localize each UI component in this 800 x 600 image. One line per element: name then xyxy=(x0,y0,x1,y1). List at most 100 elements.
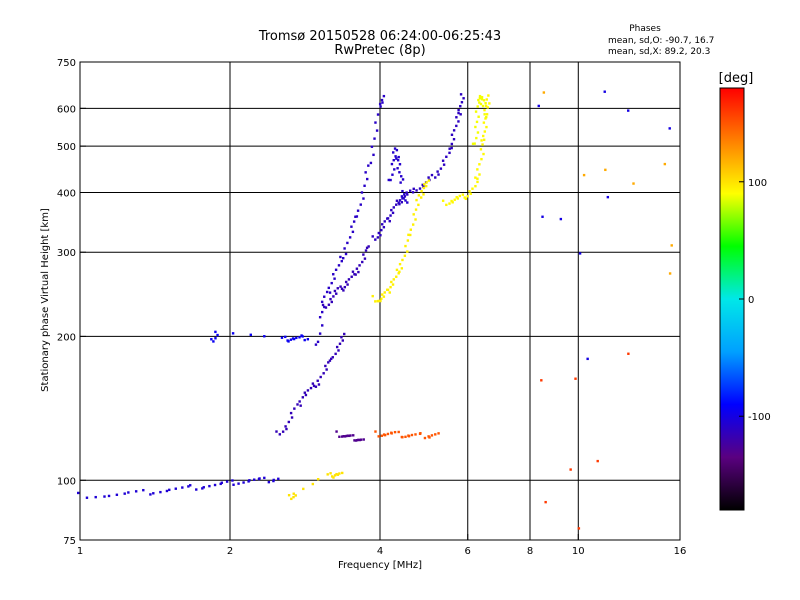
data-point xyxy=(430,173,434,177)
data-point xyxy=(338,342,342,345)
data-point xyxy=(400,201,404,204)
data-point xyxy=(299,404,302,407)
data-point xyxy=(267,480,271,484)
data-point xyxy=(382,226,386,229)
data-point xyxy=(327,303,331,306)
data-point xyxy=(115,493,119,496)
data-point xyxy=(321,310,324,314)
data-point xyxy=(339,285,342,288)
data-point xyxy=(448,147,451,150)
data-point xyxy=(396,167,399,170)
data-point xyxy=(398,202,401,206)
data-point xyxy=(360,191,364,194)
phase-stats-heading: Phases xyxy=(629,24,661,34)
data-point xyxy=(462,97,465,100)
data-point xyxy=(381,101,384,104)
data-point xyxy=(318,316,322,319)
data-point xyxy=(417,203,420,207)
data-point xyxy=(330,281,333,285)
data-point xyxy=(237,482,240,485)
data-point xyxy=(420,189,423,193)
data-point xyxy=(395,157,398,160)
data-point xyxy=(412,213,415,216)
data-point xyxy=(380,228,383,232)
data-point xyxy=(127,491,130,494)
data-point xyxy=(453,198,456,201)
data-point xyxy=(401,178,405,181)
data-point xyxy=(457,120,460,123)
data-point xyxy=(397,430,400,434)
data-point xyxy=(474,184,477,188)
data-point xyxy=(329,472,332,475)
data-point xyxy=(355,267,359,270)
data-point xyxy=(473,142,476,145)
data-point xyxy=(412,187,415,191)
data-point xyxy=(85,496,89,499)
data-point xyxy=(439,167,443,170)
data-point xyxy=(159,490,162,494)
data-point xyxy=(357,270,360,274)
data-point xyxy=(331,356,334,359)
data-point xyxy=(393,430,397,434)
data-point xyxy=(482,152,485,156)
data-point xyxy=(300,334,303,337)
data-point xyxy=(482,121,486,124)
data-point xyxy=(422,185,425,188)
data-point xyxy=(390,431,393,434)
data-point xyxy=(302,487,305,491)
data-point xyxy=(350,275,353,278)
data-point xyxy=(374,430,377,433)
colorbar-tick-label: -100 xyxy=(748,412,771,423)
data-point xyxy=(332,476,335,479)
data-point xyxy=(258,477,261,480)
data-point xyxy=(281,430,285,433)
data-point xyxy=(231,479,234,482)
data-point xyxy=(477,98,480,102)
data-point xyxy=(357,438,360,442)
data-point xyxy=(354,215,357,218)
data-point xyxy=(427,179,431,182)
data-point xyxy=(314,343,318,346)
data-point xyxy=(475,120,479,124)
data-point xyxy=(362,253,365,256)
data-point xyxy=(343,332,346,336)
data-point xyxy=(627,352,630,355)
data-point xyxy=(298,336,301,339)
data-point xyxy=(149,493,152,496)
data-point xyxy=(480,98,484,101)
data-point xyxy=(165,489,169,493)
data-point xyxy=(395,275,398,278)
data-point xyxy=(356,209,360,212)
plot-area: 1 2 4 6 8 10 16 75 100 200 300 400 500 600 750 xyxy=(57,58,686,557)
data-point xyxy=(294,494,297,497)
data-point xyxy=(419,196,423,199)
data-point xyxy=(427,176,430,179)
data-point xyxy=(436,170,439,173)
data-point xyxy=(389,214,392,217)
data-point xyxy=(458,194,462,198)
data-point xyxy=(456,197,460,200)
chart-subtitle: RwPretec (8p) xyxy=(334,43,425,58)
data-point xyxy=(386,288,390,292)
data-point xyxy=(232,483,235,486)
data-point xyxy=(392,278,395,281)
data-point xyxy=(371,235,374,238)
data-point xyxy=(372,153,375,157)
data-point xyxy=(377,231,380,235)
data-point xyxy=(306,338,310,341)
data-point xyxy=(142,488,145,492)
data-point xyxy=(466,195,469,198)
data-point xyxy=(400,175,403,178)
data-point xyxy=(395,199,399,202)
data-point xyxy=(330,475,334,478)
data-point xyxy=(292,492,295,495)
data-point xyxy=(365,246,369,250)
data-point xyxy=(437,173,440,176)
data-point xyxy=(393,147,397,150)
data-point xyxy=(369,161,373,165)
data-point xyxy=(328,359,332,362)
data-point xyxy=(242,481,245,484)
data-point xyxy=(362,438,365,441)
data-point xyxy=(364,249,368,252)
data-point xyxy=(468,190,471,193)
